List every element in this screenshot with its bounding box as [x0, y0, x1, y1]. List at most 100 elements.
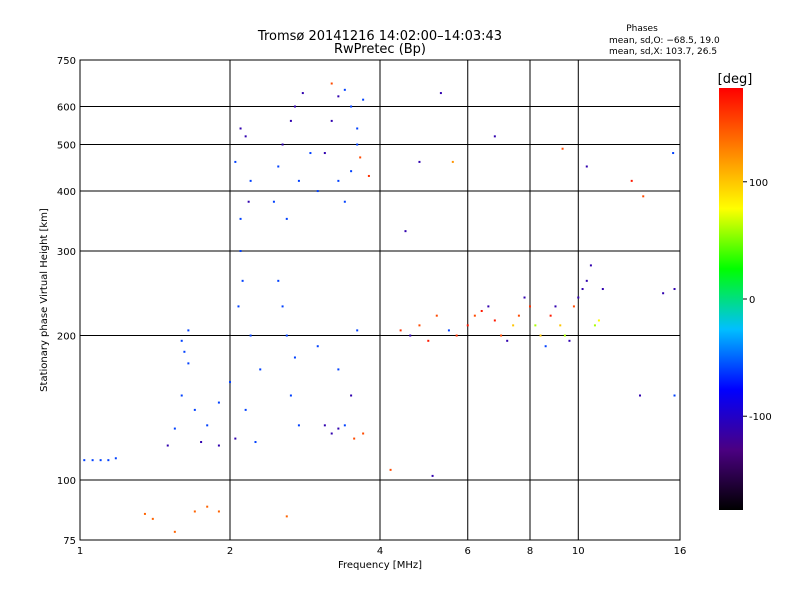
data-point — [234, 437, 237, 440]
data-point — [642, 195, 645, 198]
data-point — [277, 279, 280, 282]
data-point — [229, 381, 231, 384]
data-point — [200, 441, 203, 444]
data-point — [337, 368, 340, 371]
data-point — [187, 329, 190, 332]
data-point — [247, 200, 250, 203]
data-point — [343, 424, 346, 427]
data-point — [337, 179, 340, 182]
y-tick-label: 600 — [57, 103, 76, 114]
data-point — [343, 88, 346, 91]
data-point — [409, 334, 412, 337]
y-tick-label: 100 — [57, 476, 76, 487]
data-point — [399, 329, 402, 332]
colorbar-gradient — [719, 88, 743, 510]
data-point — [493, 135, 496, 138]
data-point — [672, 152, 675, 155]
data-point — [473, 314, 476, 317]
phases-title: Phases — [626, 24, 658, 34]
data-point — [173, 530, 176, 533]
data-point — [239, 127, 242, 130]
data-point — [630, 179, 633, 182]
data-point — [435, 314, 438, 317]
data-point — [217, 510, 220, 513]
data-point — [362, 432, 365, 435]
data-point — [353, 437, 356, 440]
data-point — [281, 143, 284, 146]
data-point — [418, 160, 421, 163]
data-point — [187, 362, 190, 365]
data-point — [289, 119, 292, 122]
data-point — [639, 394, 642, 397]
y-tick-label: 500 — [57, 141, 76, 152]
data-point — [166, 444, 169, 447]
data-point — [350, 170, 353, 173]
data-point — [272, 200, 275, 203]
data-point — [451, 160, 454, 163]
data-point — [466, 324, 469, 327]
data-point — [356, 127, 359, 130]
data-point — [418, 324, 421, 327]
data-point — [114, 457, 117, 460]
data-point — [337, 95, 340, 98]
data-point — [254, 441, 257, 444]
phases-line-o: mean, sd,O: −68.5, 19.0 — [609, 36, 720, 46]
data-point — [544, 345, 547, 348]
data-point — [561, 147, 564, 150]
x-tick-label: 1 — [77, 546, 83, 557]
data-point — [277, 165, 280, 168]
data-point — [350, 105, 353, 108]
data-point — [239, 250, 242, 253]
y-tick-label: 200 — [57, 332, 76, 343]
data-point — [673, 394, 676, 397]
data-point — [237, 305, 240, 308]
x-tick-label: 16 — [674, 546, 687, 557]
data-points — [83, 82, 676, 533]
data-point — [356, 329, 359, 332]
data-point — [293, 105, 296, 108]
data-point — [563, 334, 566, 337]
x-tick-label: 4 — [377, 546, 383, 557]
data-point — [404, 230, 407, 233]
data-point — [217, 444, 220, 447]
data-point — [151, 517, 154, 520]
data-point — [244, 135, 247, 138]
data-point — [83, 459, 86, 462]
data-point — [439, 92, 442, 95]
data-point — [297, 424, 300, 427]
data-point — [589, 264, 592, 267]
data-point — [309, 152, 312, 155]
y-tick-label: 750 — [57, 56, 76, 67]
data-point — [554, 305, 557, 308]
y-tick-label: 75 — [63, 536, 76, 547]
data-point — [585, 165, 588, 168]
data-point — [143, 512, 146, 515]
data-point — [193, 408, 196, 411]
colorbar: [deg] 100 0 -100 — [718, 72, 772, 510]
data-point — [367, 174, 370, 177]
colorbar-label: [deg] — [718, 72, 753, 87]
data-point — [529, 305, 531, 308]
data-point — [673, 288, 676, 291]
plot-area: 1 2 4 6 8 10 16 75 100 200 300 400 500 600 750 — [57, 56, 686, 557]
data-point — [549, 314, 552, 317]
data-point — [285, 217, 288, 220]
y-axis-label: Stationary phase Virtual Height [km] — [39, 208, 50, 392]
data-point — [362, 98, 365, 101]
data-point — [289, 394, 292, 397]
y-tick-label: 300 — [57, 247, 76, 258]
phases-line-x: mean, sd,X: 103.7, 26.5 — [609, 47, 717, 57]
data-point — [107, 459, 110, 462]
y-tick-label: 400 — [57, 187, 76, 198]
data-point — [572, 305, 575, 308]
data-point — [239, 217, 242, 220]
data-point — [350, 394, 353, 397]
data-point — [285, 515, 288, 518]
data-point — [593, 324, 596, 327]
data-point — [241, 279, 244, 282]
chart-subtitle: RwPretec (Bp) — [334, 42, 426, 57]
phases-box: Phases mean, sd,O: −68.5, 19.0 mean, sd,… — [609, 24, 720, 57]
data-point — [99, 459, 102, 462]
data-point — [493, 319, 496, 322]
